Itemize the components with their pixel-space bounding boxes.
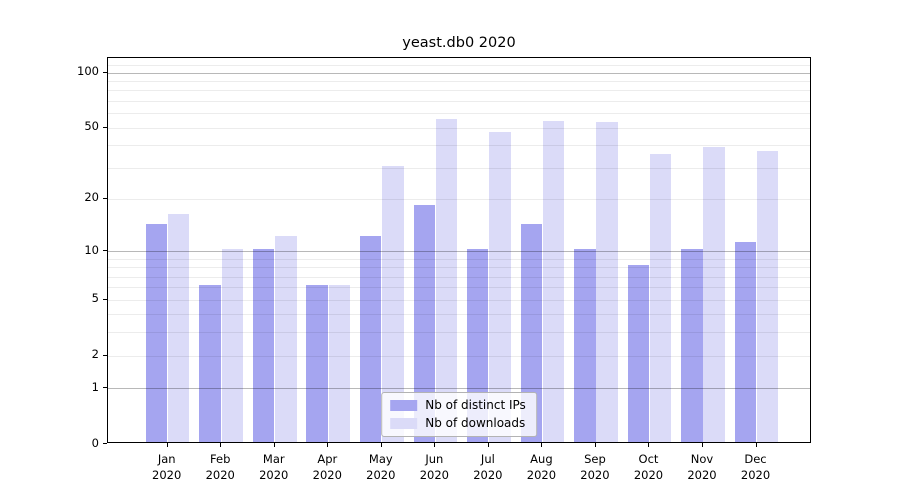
legend-swatch-downloads [390, 417, 418, 429]
legend-label-downloads: Nb of downloads [425, 416, 526, 430]
bar-distinct-ips-mar-2020 [252, 249, 275, 442]
y-tick-label-1: 1 [91, 379, 99, 394]
x-tick-mark-aug-2020 [541, 443, 543, 447]
gridline-minor-9 [108, 258, 810, 260]
gridline-minor-5 [108, 299, 810, 301]
x-tick-label-oct-2020: Oct 2020 [633, 452, 664, 482]
bar-distinct-ips-apr-2020 [306, 285, 328, 442]
x-tick-label-dec-2020: Dec 2020 [740, 452, 771, 482]
bar-downloads-nov-2020 [703, 147, 725, 442]
legend-label-distinct-ips: Nb of distinct IPs [425, 398, 526, 412]
gridline-minor-7 [108, 276, 810, 278]
y-tick-mark-10 [103, 250, 107, 251]
y-tick-label-50: 50 [84, 119, 99, 134]
bar-downloads-feb-2020 [221, 249, 244, 442]
bar-downloads-aug-2020 [542, 120, 565, 442]
y-tick-mark-20 [103, 197, 107, 199]
x-tick-mark-dec-2020 [755, 443, 757, 447]
bar-downloads-jun-2020 [435, 119, 458, 442]
grid-layer [108, 58, 810, 442]
x-tick-mark-mar-2020 [273, 443, 275, 447]
gridline-minor-3 [108, 332, 810, 334]
x-tick-mark-nov-2020 [702, 443, 703, 447]
y-tick-label-10: 10 [84, 242, 99, 257]
gridline-minor-70 [108, 100, 810, 102]
x-tick-label-may-2020: May 2020 [366, 452, 396, 482]
bar-distinct-ips-dec-2020 [734, 242, 757, 442]
gridline-minor-60 [108, 113, 810, 115]
bar-distinct-ips-jun-2020 [413, 205, 435, 442]
chart-title: yeast.db0 2020 [402, 35, 516, 51]
bar-downloads-may-2020 [382, 165, 404, 442]
y-tick-mark-2 [103, 354, 107, 356]
y-tick-mark-0 [103, 443, 107, 444]
gridline-minor-2 [108, 355, 810, 357]
gridline-minor-20 [108, 198, 810, 200]
gridline-minor-40 [108, 145, 810, 147]
x-tick-mark-jan-2020 [166, 443, 168, 447]
legend: Nb of distinct IPs Nb of downloads [381, 392, 537, 437]
x-tick-label-apr-2020: Apr 2020 [312, 452, 342, 482]
plot-area: Nb of distinct IPs Nb of downloads [107, 57, 811, 443]
bar-distinct-ips-may-2020 [360, 235, 382, 442]
bar-distinct-ips-nov-2020 [681, 249, 703, 442]
bar-distinct-ips-aug-2020 [520, 224, 542, 442]
gridline-major-100 [108, 72, 810, 74]
gridline-minor-110 [108, 64, 810, 66]
gridline-minor-4 [108, 314, 810, 316]
bar-distinct-ips-jan-2020 [145, 224, 168, 442]
x-tick-mark-feb-2020 [220, 443, 222, 447]
y-tick-label-100: 100 [77, 64, 99, 79]
bar-downloads-sep-2020 [596, 122, 618, 442]
gridline-minor-90 [108, 80, 810, 82]
bar-distinct-ips-feb-2020 [199, 285, 221, 442]
x-tick-mark-oct-2020 [648, 443, 650, 447]
bar-downloads-jan-2020 [168, 213, 190, 442]
x-tick-mark-apr-2020 [327, 443, 329, 447]
gridline-minor-30 [108, 167, 810, 169]
legend-swatch-distinct-ips [390, 399, 418, 411]
y-tick-mark-50 [103, 126, 107, 128]
y-tick-mark-1 [103, 387, 107, 389]
gridline-minor-8 [108, 267, 810, 269]
y-tick-label-0: 0 [91, 435, 99, 450]
y-tick-label-2: 2 [91, 347, 99, 362]
x-tick-label-aug-2020: Aug 2020 [526, 452, 557, 482]
x-tick-label-nov-2020: Nov 2020 [687, 452, 717, 482]
gridline-minor-50 [108, 127, 810, 129]
gridline-major-10 [108, 251, 810, 252]
gridline-minor-6 [108, 287, 810, 289]
y-tick-label-20: 20 [84, 190, 99, 205]
x-tick-mark-sep-2020 [594, 443, 596, 447]
legend-entry-distinct-ips: Nb of distinct IPs [390, 398, 526, 412]
bar-downloads-mar-2020 [275, 235, 297, 442]
bar-downloads-jul-2020 [489, 132, 511, 442]
bar-downloads-apr-2020 [328, 285, 351, 442]
x-tick-label-jan-2020: Jan 2020 [152, 452, 182, 482]
bar-downloads-dec-2020 [756, 151, 779, 442]
bar-distinct-ips-sep-2020 [574, 249, 596, 442]
x-tick-label-jul-2020: Jul 2020 [473, 452, 503, 482]
bar-distinct-ips-oct-2020 [627, 265, 650, 442]
gridline-major-1 [108, 388, 810, 390]
bars-layer [108, 58, 810, 442]
y-tick-mark-5 [103, 298, 107, 300]
x-tick-label-feb-2020: Feb 2020 [205, 452, 235, 482]
x-tick-mark-jul-2020 [487, 443, 489, 447]
x-tick-mark-jun-2020 [434, 443, 436, 447]
x-tick-label-sep-2020: Sep 2020 [580, 452, 610, 482]
x-tick-mark-may-2020 [380, 443, 382, 447]
gridline-minor-80 [108, 90, 810, 92]
x-tick-label-jun-2020: Jun 2020 [419, 452, 449, 482]
legend-entry-downloads: Nb of downloads [390, 416, 526, 430]
bar-downloads-oct-2020 [649, 153, 672, 442]
y-tick-mark-100 [103, 71, 107, 73]
x-tick-label-mar-2020: Mar 2020 [259, 452, 289, 482]
y-tick-label-5: 5 [91, 291, 99, 306]
